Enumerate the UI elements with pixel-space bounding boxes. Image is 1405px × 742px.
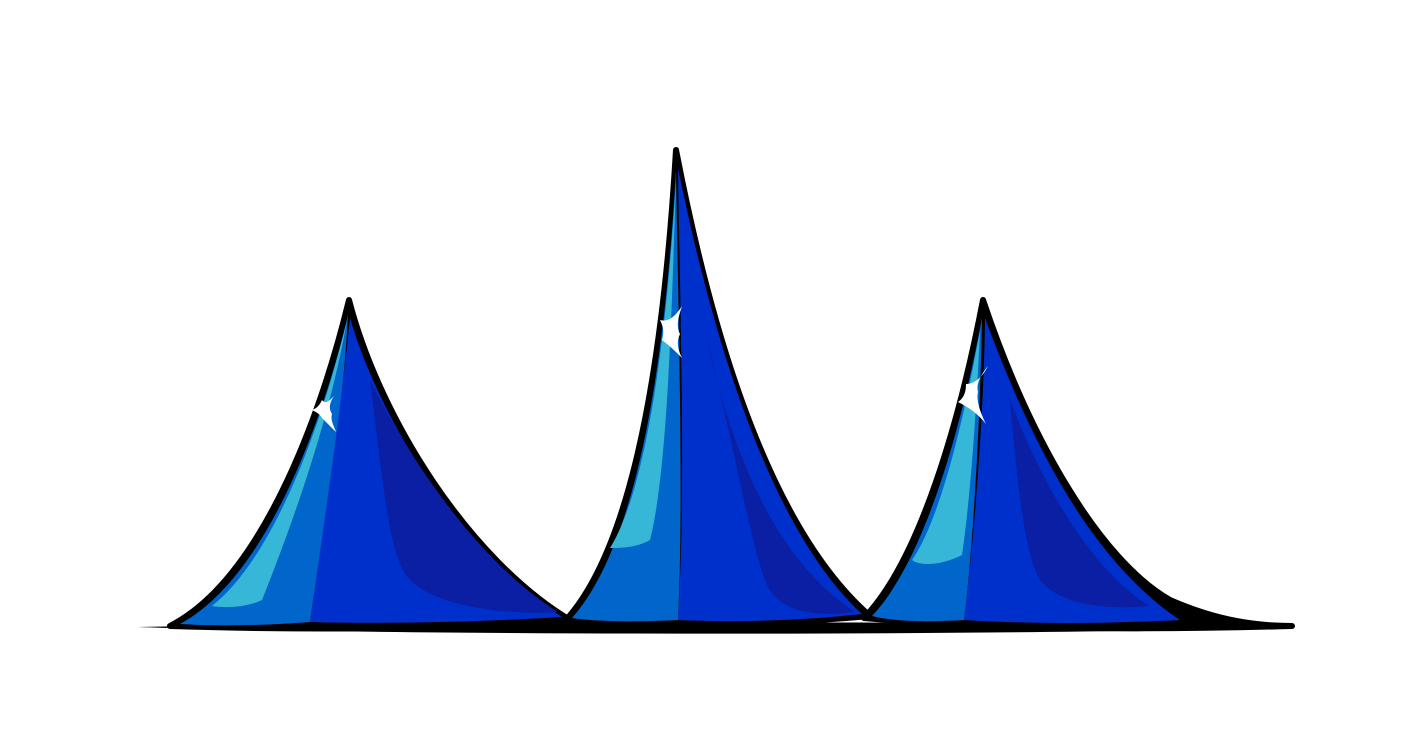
left-peak-shadow-face — [370, 380, 558, 613]
center-peak-sparkle — [660, 306, 682, 358]
right-peak — [861, 297, 1295, 632]
center-peak-highlight-face — [610, 180, 676, 548]
left-peak — [167, 297, 573, 632]
center-peak-shadow-face — [705, 330, 855, 614]
right-peak-sparkle — [958, 366, 988, 424]
left-peak-highlight-face — [212, 320, 347, 608]
left-peak-light-face — [180, 315, 348, 626]
left-peak-sparkle — [312, 396, 336, 432]
center-peak-mid-face — [678, 168, 862, 622]
right-peak-mid-face — [964, 318, 1180, 623]
right-peak-highlight-face — [912, 330, 980, 565]
right-peak-shadow-face — [1010, 400, 1150, 608]
center-peak — [563, 147, 873, 628]
